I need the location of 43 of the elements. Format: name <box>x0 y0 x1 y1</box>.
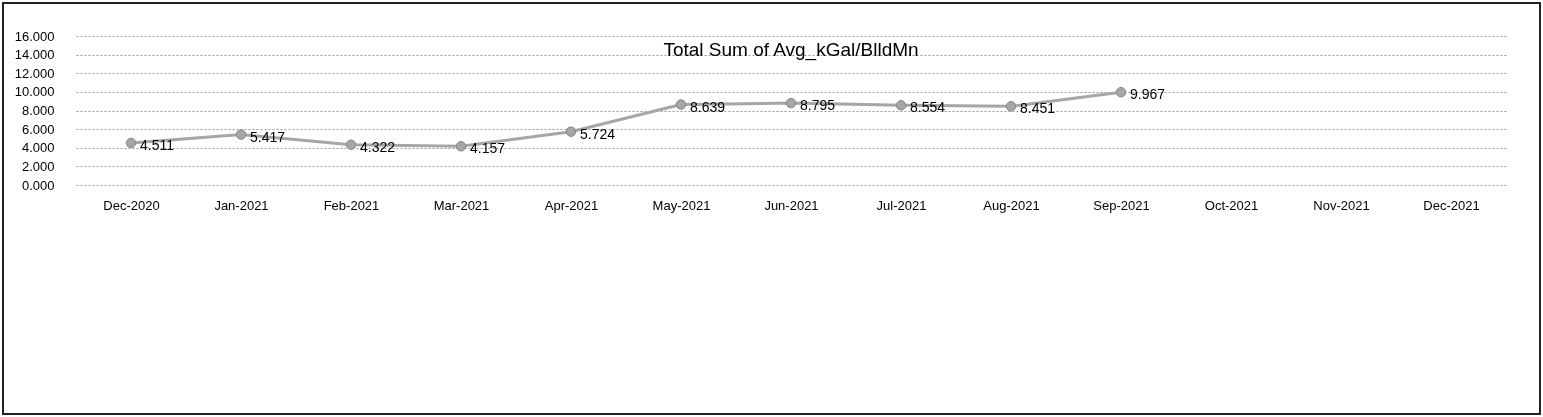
point <box>785 97 797 109</box>
point <box>1115 86 1127 98</box>
point <box>345 139 357 150</box>
x-tick-label: Jun-2021 <box>764 197 819 213</box>
data-label: 4.511 <box>140 136 175 153</box>
y-tick-label: 2.000 <box>21 158 55 174</box>
y-tick-label: 16.000 <box>14 28 55 44</box>
y-tick-label: 8.000 <box>21 103 55 118</box>
y-tick-label: 6.000 <box>21 121 55 137</box>
data-label: 4.322 <box>360 138 396 155</box>
point <box>1005 101 1017 112</box>
x-tick-label: Aug-2021 <box>983 197 1040 213</box>
point <box>235 129 247 140</box>
y-tick-label: 14.000 <box>14 47 55 63</box>
point <box>895 100 907 111</box>
data-label: 4.157 <box>470 140 506 157</box>
x-tick-label: Oct-2021 <box>1204 197 1259 213</box>
y-tick-label: 10.000 <box>14 84 55 100</box>
data-label: 8.554 <box>910 99 946 116</box>
data-label: 5.724 <box>580 125 616 142</box>
x-tick-label: Feb-2021 <box>323 197 380 213</box>
chart-title: Total Sum of Avg_kGal/BlldMn <box>663 39 919 61</box>
x-tick-label: Dec-2020 <box>103 197 160 213</box>
point <box>675 99 687 110</box>
point <box>455 141 467 152</box>
x-tick-label: Sep-2021 <box>1093 197 1150 213</box>
x-tick-label: Nov-2021 <box>1313 197 1370 213</box>
data-label: 8.639 <box>690 98 726 115</box>
x-tick-label: Jan-2021 <box>214 197 269 213</box>
y-tick-label: 12.000 <box>14 65 55 81</box>
data-label: 9.967 <box>1130 86 1166 103</box>
point <box>565 126 577 137</box>
x-tick-label: Mar-2021 <box>433 197 490 213</box>
y-tick-label: 0.000 <box>21 177 55 193</box>
x-tick-label: Jul-2021 <box>876 197 927 213</box>
x-tick-label: Dec-2021 <box>1423 197 1480 213</box>
x-tick-label: Apr-2021 <box>544 197 599 213</box>
x-tick-label: May-2021 <box>652 197 711 213</box>
data-label: 8.795 <box>800 97 836 114</box>
data-label: 5.417 <box>250 128 286 145</box>
point <box>125 137 137 149</box>
y-tick-label: 4.000 <box>21 140 55 156</box>
data-label: 8.451 <box>1020 100 1056 117</box>
